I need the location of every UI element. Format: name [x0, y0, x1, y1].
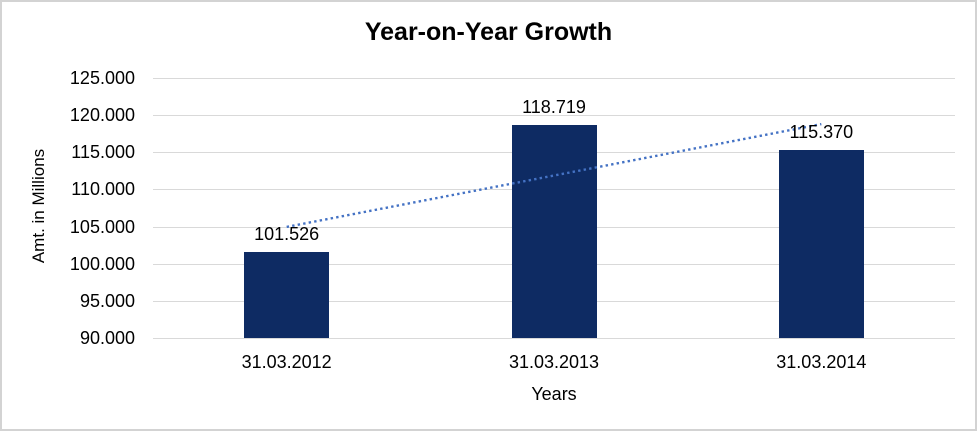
trendline-dotted-line	[286, 122, 822, 229]
category-label: 31.03.2012	[241, 352, 332, 372]
trendline	[286, 122, 822, 229]
category-label: 31.03.2013	[508, 352, 600, 372]
gridline	[153, 115, 955, 116]
y-tick-label: 95.000	[79, 290, 135, 311]
y-axis-title: Amt. in Millions	[29, 148, 48, 264]
y-tick-label: 100.000	[69, 253, 135, 274]
gridline	[153, 338, 955, 339]
x-axis-title: Years	[531, 384, 577, 404]
gridline	[153, 78, 955, 79]
y-tick-label: 110.000	[71, 179, 135, 200]
y-tick-label: 105.000	[69, 216, 135, 237]
plot-area: 101.526 118.719 115.370	[153, 78, 955, 339]
y-tick-label: 115.000	[71, 142, 135, 163]
y-tick-label: 120.000	[69, 105, 135, 126]
bar	[511, 124, 597, 338]
y-tick-label: 90.000	[79, 328, 135, 348]
y-tick-label: 125.000	[69, 68, 135, 88]
bar	[778, 149, 864, 338]
bar	[244, 252, 330, 338]
chart-title: Year-on-Year Growth	[364, 18, 613, 46]
category-label: 31.03.2014	[776, 352, 867, 372]
bar-value-label: 115.370	[789, 121, 854, 142]
bar-value-label: 118.719	[522, 96, 586, 117]
bar-value-label: 101.526	[254, 224, 320, 245]
